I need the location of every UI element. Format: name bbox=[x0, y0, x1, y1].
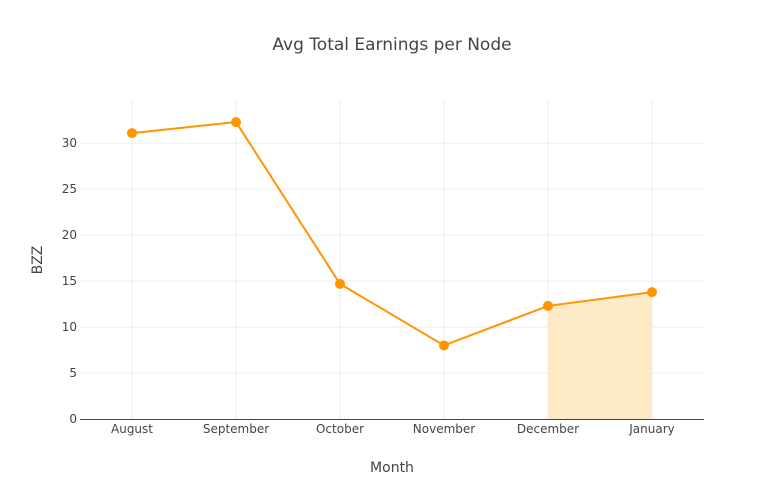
chart-title: Avg Total Earnings per Node bbox=[272, 35, 511, 55]
x-tick-label: December bbox=[517, 422, 579, 436]
y-tick-label: 25 bbox=[62, 182, 77, 196]
shaded-area bbox=[548, 292, 652, 419]
data-point bbox=[647, 287, 657, 298]
series-line bbox=[131, 121, 653, 347]
y-tick-label: 20 bbox=[62, 228, 77, 242]
y-tick-label: 15 bbox=[62, 274, 77, 288]
x-tick-label: September bbox=[203, 422, 269, 436]
x-tick-label: January bbox=[628, 422, 675, 436]
data-point bbox=[543, 300, 553, 311]
y-axis-label: BZZ bbox=[30, 246, 46, 275]
data-point bbox=[439, 340, 449, 351]
y-tick-label: 5 bbox=[69, 366, 77, 380]
x-axis-label: Month bbox=[370, 460, 414, 476]
x-tick-label: November bbox=[413, 422, 475, 436]
data-point bbox=[335, 278, 345, 289]
y-tick-label: 0 bbox=[69, 412, 77, 426]
data-point bbox=[231, 117, 241, 128]
y-tick-label: 10 bbox=[62, 320, 77, 334]
x-tick-label: October bbox=[316, 422, 364, 436]
y-tick-label: 30 bbox=[62, 136, 77, 150]
data-point bbox=[127, 128, 137, 139]
x-tick-label: August bbox=[111, 422, 153, 436]
